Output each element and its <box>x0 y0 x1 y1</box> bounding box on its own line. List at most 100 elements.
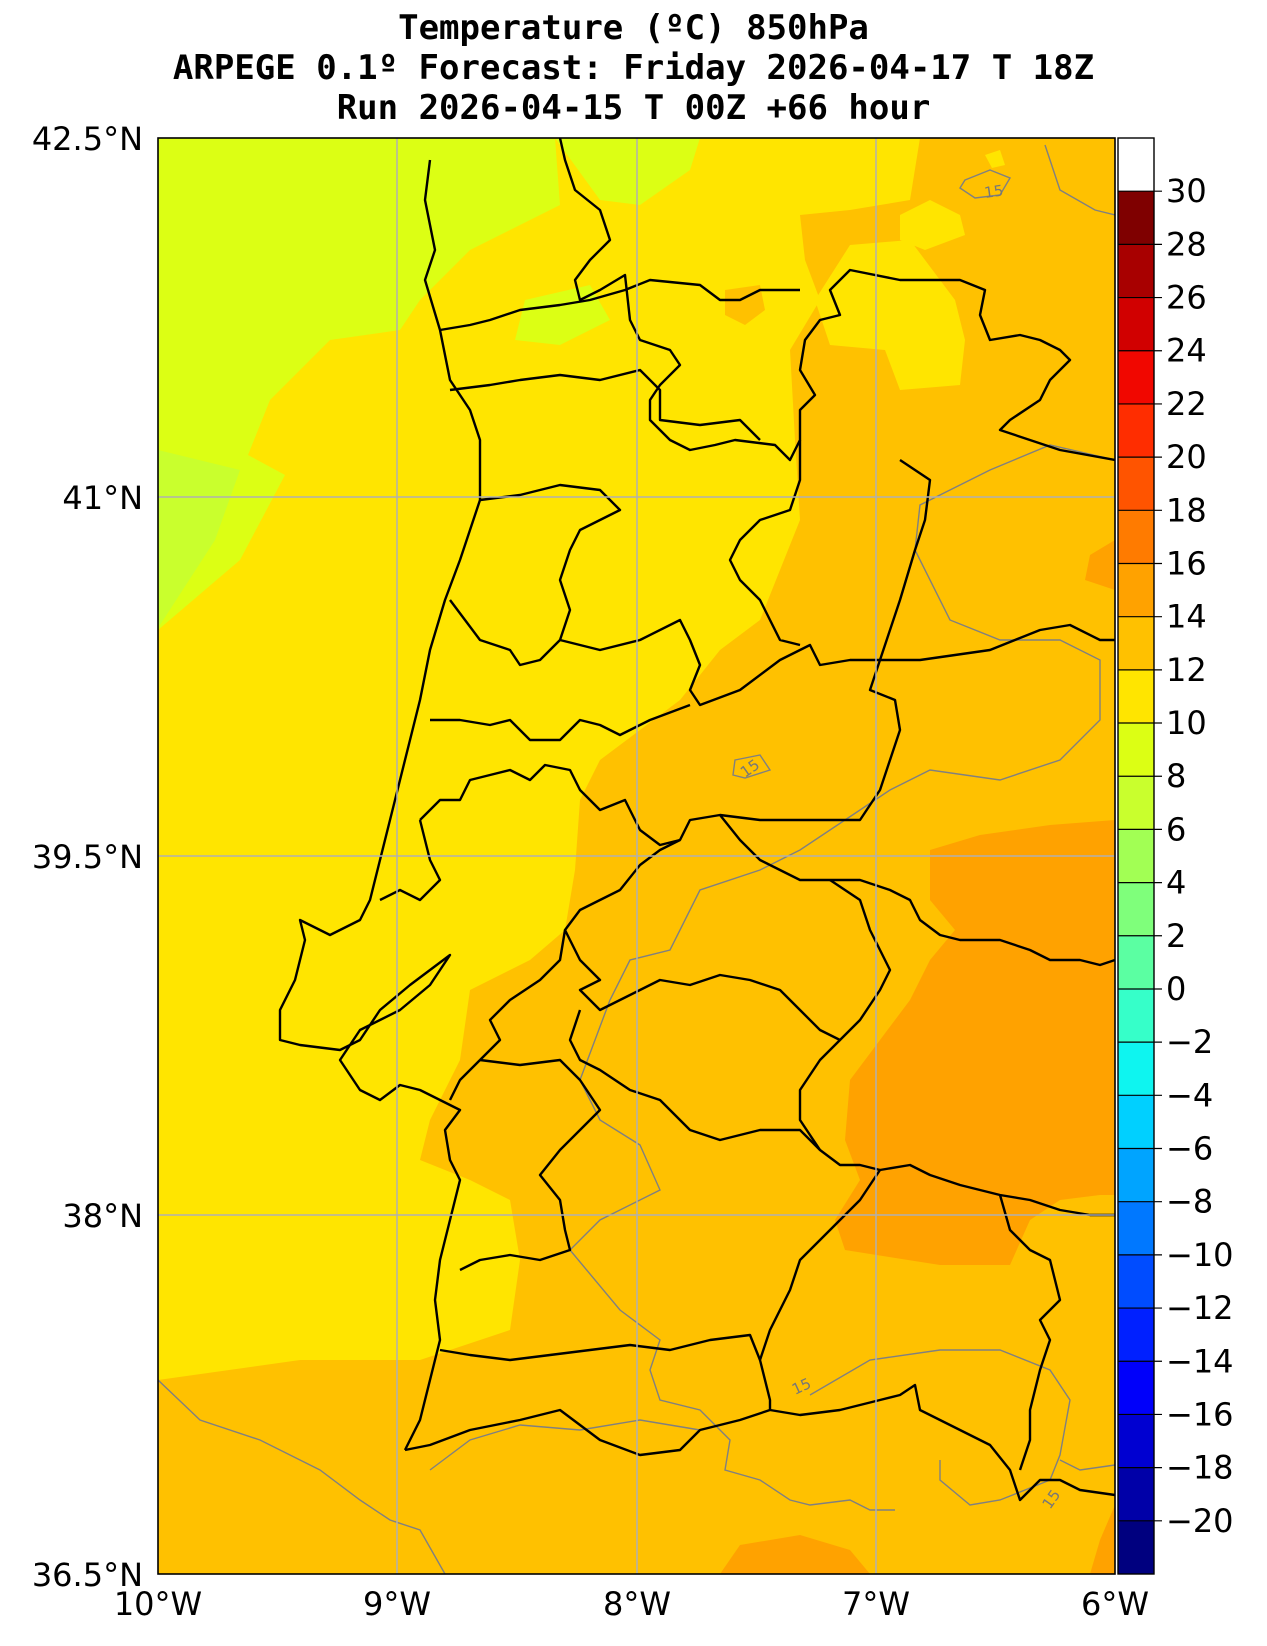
colorbar-label: −20 <box>1166 1502 1234 1540</box>
field-green-patch <box>158 450 240 625</box>
colorbar-segment <box>1118 403 1154 458</box>
colorbar-segment <box>1118 1414 1154 1468</box>
border-district-9 <box>719 814 1115 967</box>
colorbar-label: 10 <box>1166 704 1207 742</box>
colorbar-segment <box>1118 510 1154 564</box>
border-district-5 <box>430 703 691 742</box>
contour-15 <box>158 144 1115 1574</box>
colorbar-label: 0 <box>1166 970 1186 1008</box>
colorbar-frame <box>1117 137 1155 1575</box>
border-district-8 <box>880 623 1115 662</box>
contour-line-small <box>732 754 772 779</box>
colorbar-segment <box>1118 1042 1154 1096</box>
coast-south <box>404 1383 1115 1502</box>
colorbar-label: 24 <box>1166 332 1207 370</box>
colorbar-label: −16 <box>1166 1395 1234 1433</box>
contour-line-south-2 <box>429 1419 701 1471</box>
contour-line-south <box>158 1379 446 1574</box>
border-district-4 <box>419 618 902 847</box>
field-orange-south-edge <box>720 1535 870 1574</box>
colorbar-label: 22 <box>1166 385 1207 423</box>
contour-label-1: 15 <box>983 181 1004 201</box>
colorbar-label: 30 <box>1166 172 1207 210</box>
colorbar: 302826242220181614121086420−2−4−6−8−10−1… <box>1117 137 1234 1575</box>
contour-line-east <box>1044 144 1115 216</box>
border-district-19 <box>998 1194 1062 1471</box>
colorbar-segment <box>1118 563 1154 617</box>
colorbar-segment <box>1118 350 1154 404</box>
colorbar-segment <box>1118 776 1154 830</box>
colorbar-segment <box>1118 457 1154 511</box>
colorbar-label: 14 <box>1166 598 1207 636</box>
colorbar-segment <box>1118 191 1154 245</box>
border-district-18 <box>439 1333 762 1362</box>
lat-label-36-5: 36.5°N <box>32 1556 143 1594</box>
lon-label-6w: 6°W <box>1081 1585 1149 1623</box>
colorbar-segment <box>1118 1254 1154 1309</box>
colorbar-segment <box>1118 297 1154 351</box>
colorbar-label: 16 <box>1166 544 1207 582</box>
lon-label-10w: 10°W <box>114 1585 202 1623</box>
border-district-13 <box>568 1009 881 1172</box>
border-district-14 <box>798 1039 841 1151</box>
colorbar-label: 20 <box>1166 438 1207 476</box>
colorbar-label: 18 <box>1166 491 1207 529</box>
colorbar-label: −12 <box>1166 1289 1234 1327</box>
title-line-1: Temperature (ºC) 850hPa <box>398 8 869 48</box>
border-district-2 <box>449 368 761 441</box>
colorbar-segment <box>1118 935 1154 989</box>
contour-line-southeast <box>809 1349 1071 1506</box>
border-district-10 <box>563 838 892 1042</box>
coast-west <box>278 159 482 1451</box>
colorbar-segment <box>1118 669 1154 724</box>
field-yellow-island-ne <box>900 200 965 250</box>
colorbar-segment <box>1118 1201 1154 1255</box>
colorbar-segment <box>1118 1361 1154 1415</box>
border-district-7 <box>878 459 932 661</box>
colorbar-label: 12 <box>1166 651 1207 689</box>
borders <box>278 138 1115 1502</box>
map-frame <box>157 137 1116 1575</box>
border-district-12 <box>448 929 567 1101</box>
colorbar-segment <box>1118 1308 1154 1362</box>
colorbar-label: −6 <box>1166 1130 1213 1168</box>
colorbar-label: 26 <box>1166 279 1207 317</box>
colorbar-label: 4 <box>1166 864 1186 902</box>
colorbar-segment <box>1118 988 1154 1043</box>
border-district-16 <box>758 1169 881 1410</box>
lon-label-7w: 7°W <box>842 1585 910 1623</box>
colorbar-segment <box>1118 829 1154 883</box>
border-district-17 <box>459 1058 602 1272</box>
lon-label-8w: 8°W <box>603 1585 671 1623</box>
border-district-1 <box>439 278 800 332</box>
colorbar-label: −10 <box>1166 1236 1234 1274</box>
colorbar-label: −14 <box>1166 1342 1234 1380</box>
border-district-6 <box>728 440 802 647</box>
lat-label-39-5: 39.5°N <box>32 838 143 876</box>
contour-line-corner <box>1059 1459 1115 1471</box>
contour-line-interior <box>569 444 1115 1511</box>
lat-label-42-5: 42.5°N <box>32 120 143 158</box>
field-lime-north <box>555 138 700 205</box>
field-orange-southeast <box>835 820 1115 1265</box>
field-orange-east-edge <box>1085 540 1115 590</box>
colorbar-label: −18 <box>1166 1449 1234 1487</box>
field-orange-blotch-north <box>725 285 765 325</box>
colorbar-segment <box>1118 244 1154 298</box>
lat-label-41: 41°N <box>62 479 143 517</box>
colorbar-label: 28 <box>1166 225 1207 263</box>
colorbar-label: −4 <box>1166 1076 1213 1114</box>
chart-title: Temperature (ºC) 850hPa ARPEGE 0.1º Fore… <box>0 8 1267 128</box>
lat-label-38: 38°N <box>62 1197 143 1235</box>
field-lime-offshore <box>158 138 560 630</box>
colorbar-segment <box>1118 1520 1154 1574</box>
contour-line-north <box>959 169 1012 199</box>
colorbar-label: 2 <box>1166 917 1186 955</box>
colorbar-label: −8 <box>1166 1183 1213 1221</box>
colorbar-label: 8 <box>1166 757 1186 795</box>
lon-label-9w: 9°W <box>363 1585 431 1623</box>
field-yellow-island-trasosmontes <box>815 240 965 390</box>
border-district-3 <box>449 483 622 667</box>
colorbar-segment <box>1118 1467 1154 1521</box>
colorbar-label: 6 <box>1166 810 1186 848</box>
